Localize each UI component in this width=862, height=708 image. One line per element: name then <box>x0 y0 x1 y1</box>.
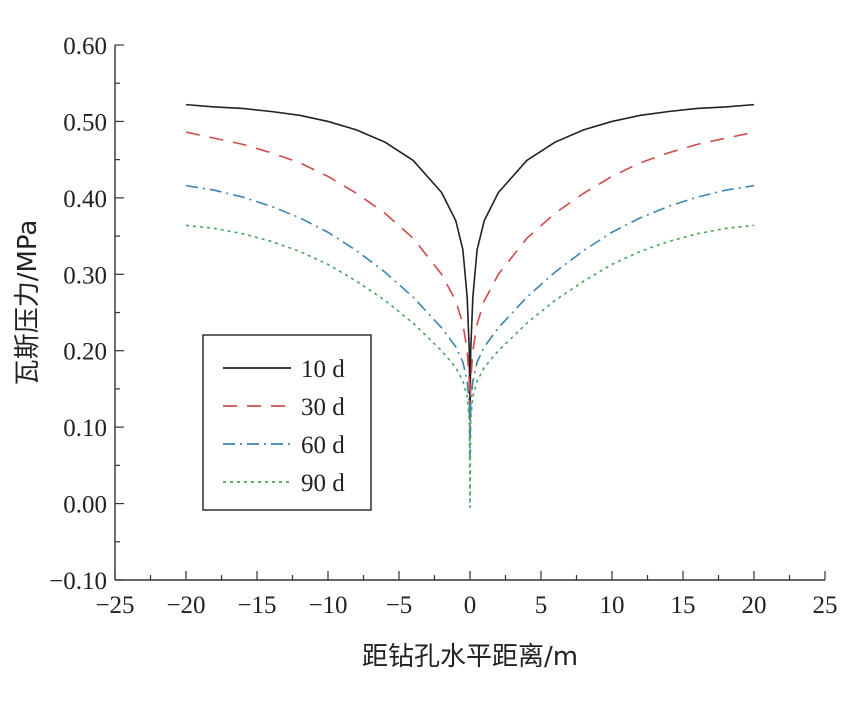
x-tick-label: −25 <box>95 592 134 619</box>
series-line-4 <box>185 224 755 509</box>
y-tick-label: 0.30 <box>63 262 107 289</box>
x-tick-label: 0 <box>464 592 477 619</box>
y-tick-label: 0.60 <box>63 33 107 60</box>
y-tick-label: 0.00 <box>63 492 107 519</box>
x-tick-label: 5 <box>535 592 548 619</box>
y-tick-label: −0.10 <box>49 568 107 595</box>
legend-label-4: 90 d <box>301 470 345 497</box>
x-tick-label: 15 <box>671 592 696 619</box>
x-axis-title: 距钻孔水平距离/m <box>362 642 578 672</box>
plot-lines <box>185 103 755 509</box>
legend-label-2: 30 d <box>301 394 345 421</box>
x-tick-label: 25 <box>813 592 838 619</box>
y-tick-label: 0.20 <box>63 339 107 366</box>
legend-box <box>202 334 372 511</box>
legend-label-3: 60 d <box>301 432 345 459</box>
y-tick-label: 0.50 <box>63 109 107 136</box>
x-tick-label: 10 <box>600 592 625 619</box>
x-tick-label: −15 <box>237 592 276 619</box>
y-tick-label: 0.40 <box>63 186 107 213</box>
axes: −0.10 0.00 0.10 0.20 0.30 0.40 0.50 0.60 −25 −20 −… <box>49 33 837 619</box>
x-tick-label: −5 <box>386 592 413 619</box>
y-axis-title: 瓦斯压力/MPa <box>13 220 43 386</box>
legend: 10 d 30 d 60 d 90 d <box>202 334 372 511</box>
y-tick-label: 0.10 <box>63 415 107 442</box>
x-tick-label: 20 <box>742 592 767 619</box>
legend-label-1: 10 d <box>301 356 345 383</box>
x-tick-label: −10 <box>308 592 347 619</box>
x-tick-label: −20 <box>166 592 205 619</box>
